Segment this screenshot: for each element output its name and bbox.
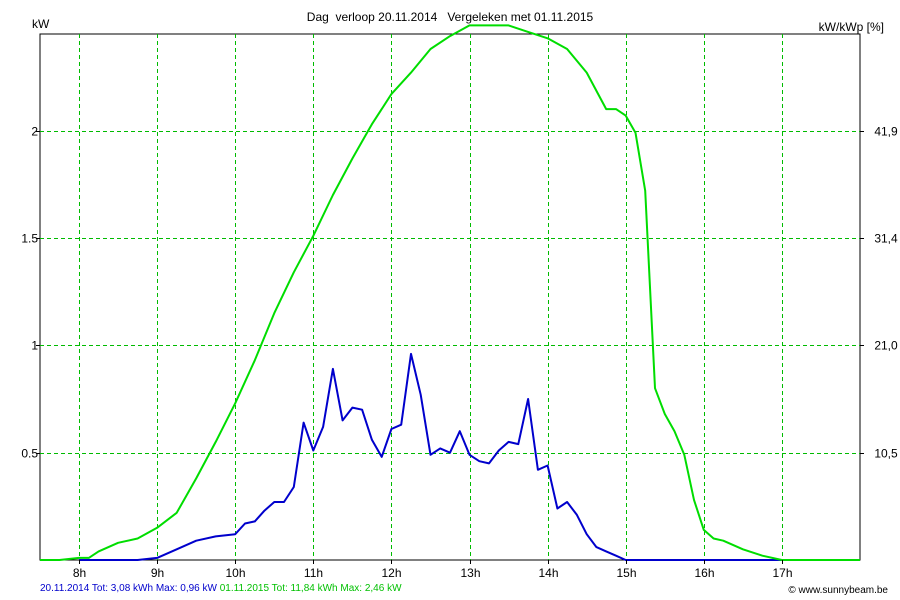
x-tick-label: 14h — [538, 566, 558, 580]
left-axis-unit: kW — [32, 17, 50, 31]
x-tick-label: 8h — [73, 566, 86, 580]
series-line-20.11.2014 — [79, 352, 782, 561]
y-tick-label-left: 0.5 — [21, 447, 38, 461]
y-tick-label-left: 2 — [31, 125, 38, 139]
y-tick-label-right: 10,5 — [874, 447, 898, 461]
x-tick-label: 15h — [616, 566, 636, 580]
y-tick-label-left: 1 — [31, 339, 38, 353]
x-tick-label: 17h — [772, 566, 792, 580]
series-line-01.11.2015 — [40, 24, 860, 561]
chart-title: Dag verloop 20.11.2014 Vergeleken met 01… — [306, 10, 594, 24]
y-tick-label-right: 31,4 — [874, 232, 898, 246]
footer-2014-summary: 20.11.2014 Tot: 3,08 kWh Max: 0,96 kW — [40, 583, 217, 594]
credit-text: © www.sunnybeam.be — [788, 585, 888, 596]
y-tick-label-left: 1.5 — [21, 232, 38, 246]
x-tick-label: 9h — [151, 566, 164, 580]
footer-summary: 20.11.2014 Tot: 3,08 kWh Max: 0,96 kW 01… — [40, 583, 402, 594]
y-tick-label-right: 21,0 — [874, 339, 898, 353]
x-tick-label: 13h — [460, 566, 480, 580]
y-tick-label-right: 41,9 — [874, 125, 898, 139]
x-tick-label: 16h — [694, 566, 714, 580]
footer-2015-summary: 01.11.2015 Tot: 11,84 kWh Max: 2,46 kW — [219, 583, 402, 594]
grid-lines — [40, 34, 860, 560]
x-tick-label: 10h — [225, 566, 245, 580]
plot-area — [39, 33, 861, 561]
x-tick-label: 12h — [381, 566, 401, 580]
x-tick-label: 11h — [304, 566, 323, 580]
series-lines — [40, 24, 860, 561]
right-axis-unit: kW/kWp [%] — [818, 20, 884, 34]
axis-ticks: 8h 9h 10h 11h 12h 13h 14h 15h 16h 17h 0.5 10,5 1 21,0… — [21, 125, 898, 581]
